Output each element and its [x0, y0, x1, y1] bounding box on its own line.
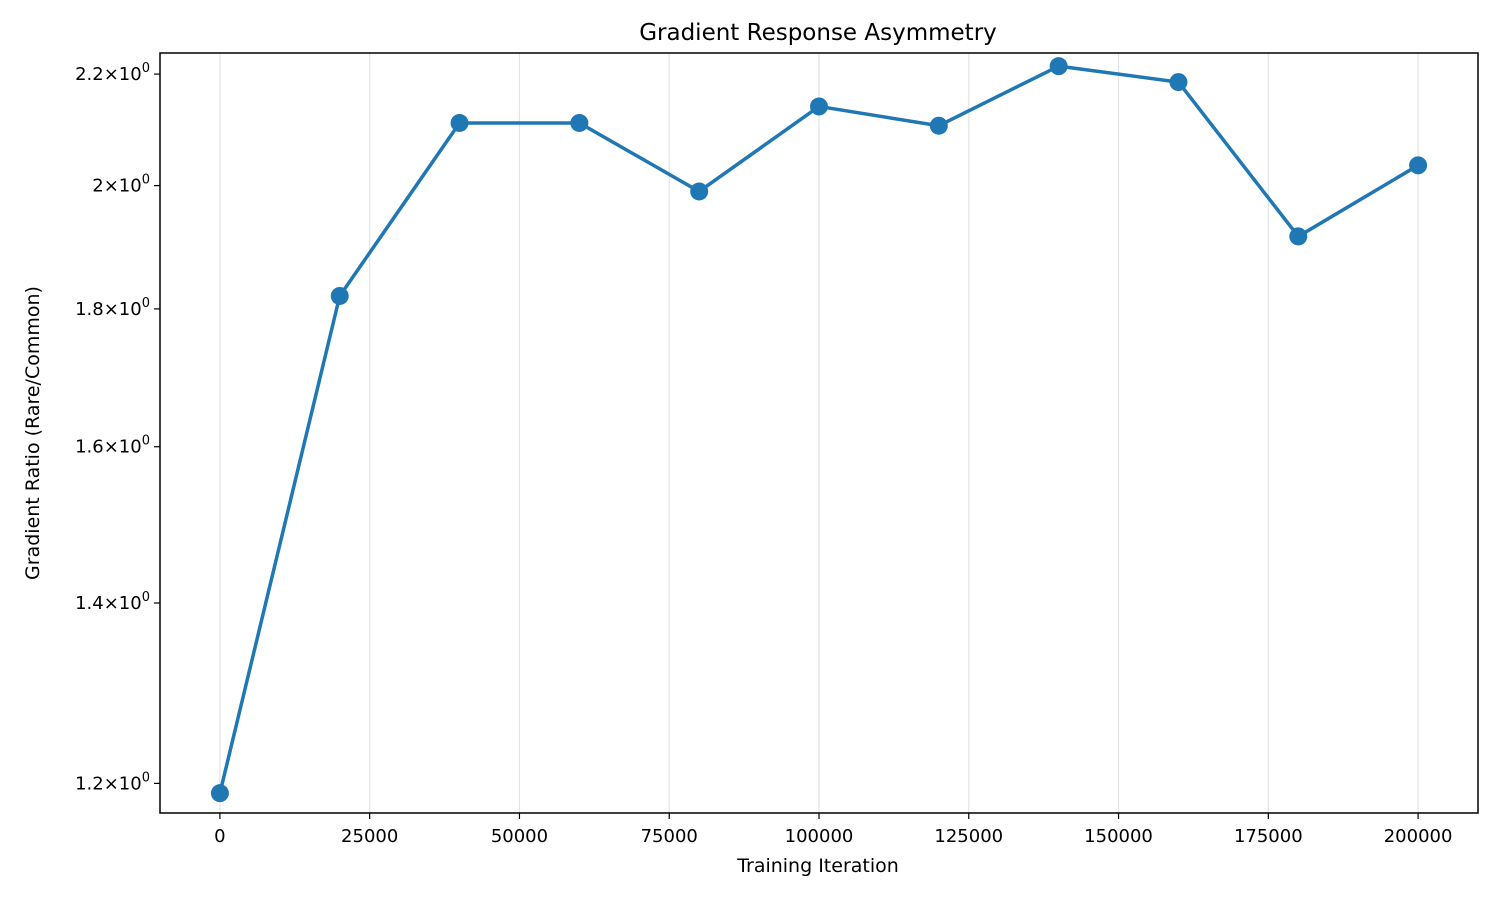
- data-point: [450, 113, 469, 132]
- data-point: [929, 116, 948, 135]
- y-tick-mantissa: 1.6: [75, 437, 104, 458]
- y-tick-exponent: 0: [142, 590, 150, 605]
- y-tick-label: 2.2×100: [75, 61, 150, 85]
- x-tick-label: 50000: [491, 826, 548, 847]
- y-tick-times-ten: ×10: [104, 64, 142, 85]
- y-tick-exponent: 0: [142, 173, 150, 188]
- y-tick-exponent: 0: [142, 770, 150, 785]
- data-point: [570, 113, 589, 132]
- tick-layer: 0 25000 50000 75000 100000 125000 150000 175000…: [75, 61, 1452, 847]
- y-tick-mantissa: 1.4: [75, 593, 104, 614]
- x-tick-label: 200000: [1384, 826, 1453, 847]
- y-tick-times-ten: ×10: [104, 773, 142, 794]
- y-tick-times-ten: ×10: [104, 176, 142, 197]
- y-tick-exponent: 0: [142, 296, 150, 311]
- data-point: [210, 784, 229, 803]
- data-point: [1049, 57, 1068, 76]
- data-point: [1409, 156, 1428, 175]
- y-tick-label: 1.6×100: [75, 434, 150, 458]
- data-point: [1289, 227, 1308, 246]
- data-point: [690, 182, 709, 201]
- data-point: [810, 97, 828, 116]
- y-tick-mantissa: 2: [92, 176, 103, 197]
- y-tick-mantissa: 1.2: [75, 773, 104, 794]
- grid-layer: [219, 53, 1419, 813]
- data-point: [1169, 73, 1188, 92]
- y-tick-label: 1.8×100: [75, 296, 150, 320]
- y-tick-label: 1.4×100: [75, 590, 150, 614]
- y-tick-label: 2×100: [92, 173, 150, 197]
- y-tick-times-ten: ×10: [104, 299, 142, 320]
- x-tick-label: 175000: [1234, 826, 1303, 847]
- y-tick-mantissa: 2.2: [75, 64, 104, 85]
- y-tick-times-ten: ×10: [104, 437, 142, 458]
- y-tick-mantissa: 1.8: [75, 299, 104, 320]
- x-tick-label: 0: [214, 826, 225, 847]
- x-tick-label: 100000: [785, 826, 854, 847]
- x-tick-label: 25000: [341, 826, 398, 847]
- data-point: [330, 286, 349, 305]
- series-layer: [210, 57, 1428, 803]
- y-tick-exponent: 0: [142, 61, 150, 76]
- chart-title: Gradient Response Asymmetry: [639, 20, 997, 46]
- x-axis-label: Training Iteration: [736, 855, 899, 877]
- y-tick-times-ten: ×10: [104, 593, 142, 614]
- y-axis-label: Gradient Ratio (Rare/Common): [22, 286, 44, 580]
- y-tick-label: 1.2×100: [75, 770, 150, 794]
- x-tick-label: 75000: [641, 826, 698, 847]
- x-tick-label: 125000: [934, 826, 1003, 847]
- x-tick-label: 150000: [1084, 826, 1153, 847]
- y-tick-exponent: 0: [142, 434, 150, 449]
